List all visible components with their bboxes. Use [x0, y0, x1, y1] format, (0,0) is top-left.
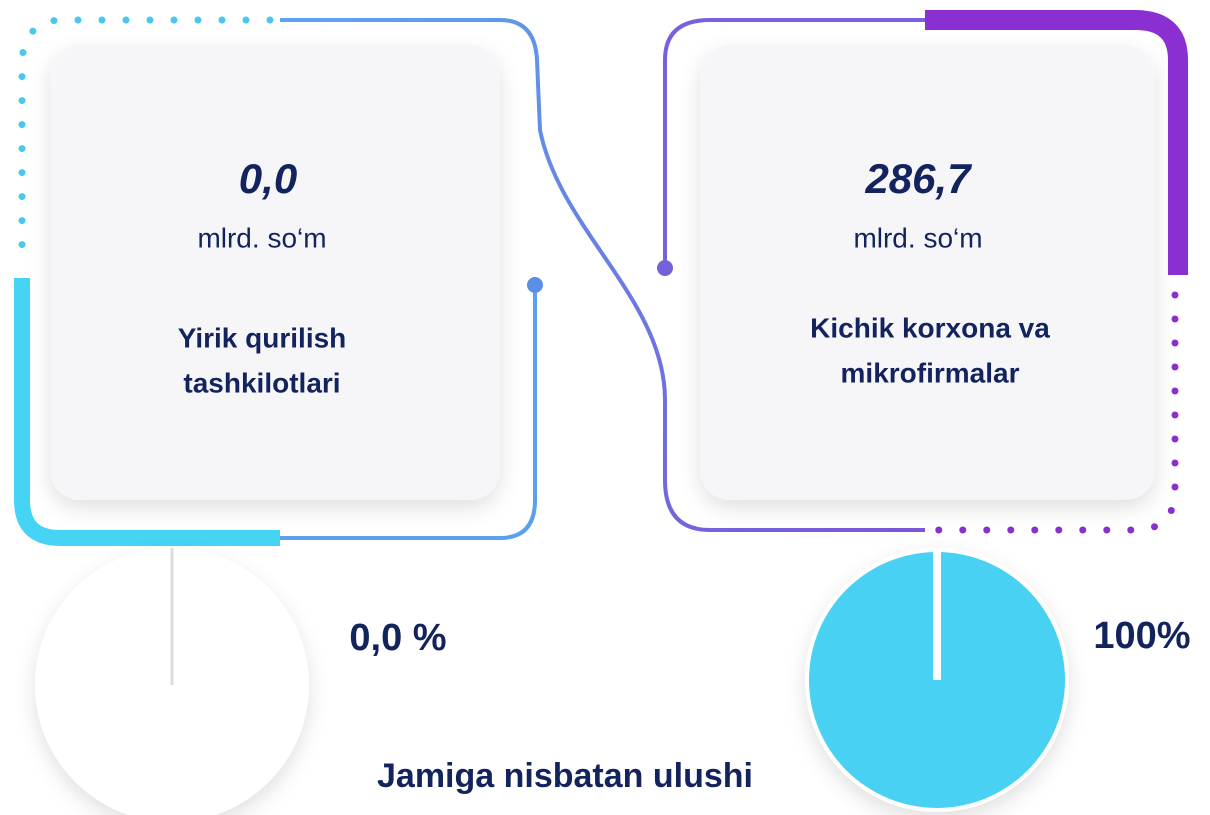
card-label: Yirik qurilish — [178, 322, 347, 353]
dotted-line — [18, 16, 274, 254]
card-label: tashkilotlari — [183, 367, 340, 398]
dot — [527, 277, 543, 293]
card-value: 0,0 — [239, 155, 297, 202]
pie-label: 0,0 % — [349, 617, 446, 659]
thick-line — [14, 278, 280, 546]
card — [700, 45, 1155, 500]
thick-line — [925, 10, 1188, 275]
line — [663, 18, 925, 268]
dot — [657, 260, 673, 276]
footer: Jamiga nisbatan ulushi — [377, 757, 753, 795]
card-unit: mlrd. so‘m — [197, 222, 326, 253]
card-label: Kichik korxona va — [810, 312, 1050, 343]
card-value: 286,7 — [864, 155, 972, 202]
card — [50, 45, 500, 500]
card-label: mikrofirmalar — [841, 357, 1020, 388]
pies — [35, 548, 1069, 815]
line — [280, 18, 925, 532]
card-unit: mlrd. so‘m — [853, 222, 982, 253]
pie-label: 100% — [1093, 615, 1190, 657]
line — [280, 285, 537, 540]
